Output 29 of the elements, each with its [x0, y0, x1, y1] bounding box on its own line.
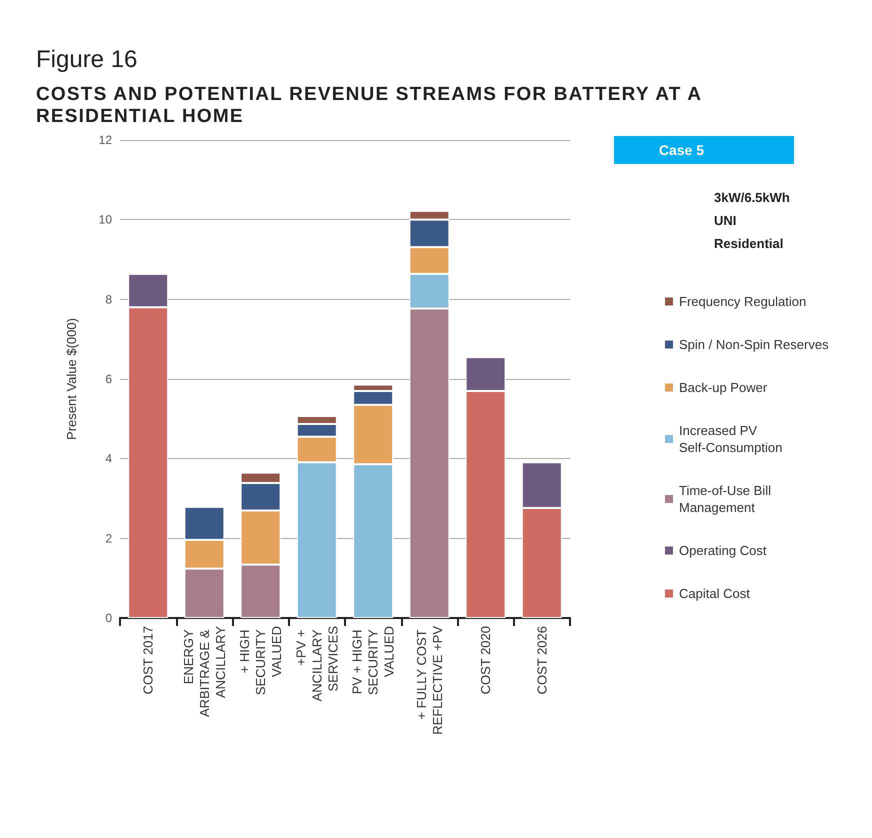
legend-label: Increased PV Self-Consumption — [679, 423, 782, 455]
text: UNI — [714, 213, 736, 228]
x-tick-label: COST 2017 — [140, 626, 156, 694]
y-tick-label: 4 — [105, 452, 112, 466]
y-tick-label: 12 — [98, 133, 112, 147]
x-tick-label: + FULLY COST REFLECTIVE +PV — [414, 626, 445, 735]
text: Residential — [714, 236, 784, 251]
x-tick-label: PV + HIGH SECURITY VALUED — [350, 626, 397, 696]
x-tick-label: COST 2020 — [478, 626, 494, 694]
x-tick-label: +PV + ANCILLARY SERVICES — [293, 626, 340, 702]
legend-label: Spin / Non-Spin Reserves — [679, 337, 830, 352]
x-tick-label: ENERGY ARBITRAGE & ANCILLARY — [180, 626, 228, 718]
legend-label: Capital Cost — [679, 586, 750, 601]
text: Case 5 — [658, 142, 704, 158]
y-tick-label: 0 — [105, 611, 112, 625]
legend-label: Frequency Regulation — [679, 294, 806, 309]
text: 3kW/6.5kWh — [714, 190, 790, 205]
y-tick-label: 10 — [98, 212, 112, 227]
legend-label: Back-up Power — [679, 380, 768, 395]
y-axis-title: Present Value $(000) — [64, 318, 79, 440]
chart-title: Figure 16 — [36, 46, 138, 74]
x-tick-label: + HIGH SECURITY VALUED — [237, 626, 284, 696]
y-tick-label: 8 — [105, 292, 112, 306]
y-tick-label: 2 — [105, 531, 112, 546]
y-tick-label: 6 — [105, 372, 112, 386]
chart-subtitle: COSTS AND POTENTIAL REVENUE STREAMS FOR BATTERY AT A RESIDENTIAL HOME — [36, 84, 703, 128]
legend-label: Time-of-Use Bill Management — [679, 483, 775, 515]
legend-label: Operating Cost — [679, 543, 767, 558]
x-tick-label: COST 2026 — [534, 626, 550, 694]
